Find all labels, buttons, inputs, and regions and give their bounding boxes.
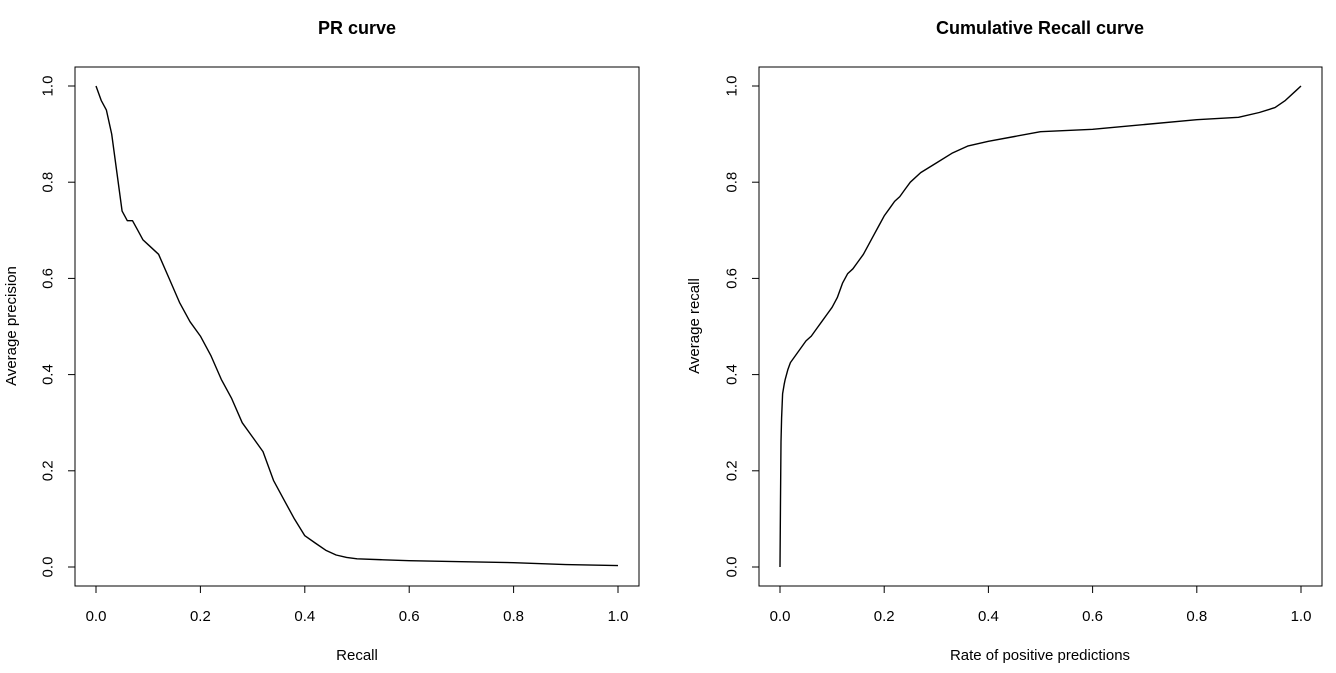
cr-x-axis-label: Rate of positive predictions: [950, 647, 1130, 664]
cumulative-recall-panel: Cumulative Recall curve Rate of positive…: [686, 18, 1323, 664]
cr-y-tick-label: 0.0: [724, 557, 741, 578]
pr-chart-title: PR curve: [318, 18, 396, 38]
pr-y-tick-label: 0.0: [40, 557, 57, 578]
cr-x-tick-label: 0.0: [770, 608, 791, 625]
cr-y-tick-label: 0.2: [724, 460, 741, 481]
cr-curve-line: [779, 85, 1302, 568]
pr-y-tick-label: 0.4: [40, 364, 57, 385]
cr-x-tick-label: 0.4: [978, 608, 999, 625]
cr-y-ticks: 0.0 0.2 0.4 0.6 0.8 1.0: [724, 76, 759, 578]
pr-y-ticks: 0.0 0.2 0.4 0.6 0.8 1.0: [40, 76, 75, 578]
cr-x-tick-label: 0.8: [1186, 608, 1207, 625]
pr-x-ticks: 0.0 0.2 0.4 0.6 0.8 1.0: [86, 586, 629, 625]
pr-y-axis-label: Average precision: [3, 266, 20, 386]
cr-x-tick-label: 1.0: [1291, 608, 1312, 625]
pr-x-tick-label: 0.4: [294, 608, 315, 625]
pr-y-tick-label: 0.8: [40, 172, 57, 193]
cr-y-tick-label: 1.0: [724, 76, 741, 97]
pr-x-tick-label: 0.0: [86, 608, 107, 625]
pr-x-tick-label: 0.2: [190, 608, 211, 625]
cr-chart-title: Cumulative Recall curve: [936, 18, 1144, 38]
pr-curve-line: [95, 85, 619, 567]
cr-y-axis-label: Average recall: [686, 278, 703, 374]
pr-curve-panel: PR curve Recall Average precision 0.0 0.2…: [3, 18, 640, 664]
cr-y-tick-label: 0.4: [724, 364, 741, 385]
pr-y-tick-label: 1.0: [40, 76, 57, 97]
pr-y-tick-label: 0.2: [40, 460, 57, 481]
cr-y-tick-label: 0.6: [724, 268, 741, 289]
pr-x-tick-label: 1.0: [608, 608, 629, 625]
pr-plot-frame: [74, 66, 640, 587]
cr-x-ticks: 0.0 0.2 0.4 0.6 0.8 1.0: [770, 586, 1312, 625]
pr-x-tick-label: 0.8: [503, 608, 524, 625]
pr-x-tick-label: 0.6: [399, 608, 420, 625]
pr-x-axis-label: Recall: [336, 647, 378, 664]
cr-x-tick-label: 0.6: [1082, 608, 1103, 625]
cr-x-tick-label: 0.2: [874, 608, 895, 625]
cr-plot-frame: [758, 66, 1323, 587]
pr-y-tick-label: 0.6: [40, 268, 57, 289]
cr-y-tick-label: 0.8: [724, 172, 741, 193]
